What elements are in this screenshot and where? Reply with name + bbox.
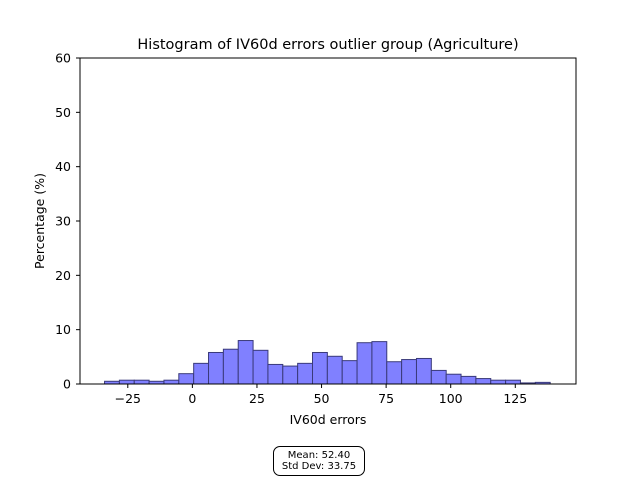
y-tick-label: 30	[55, 214, 71, 229]
histogram-bar	[341, 360, 358, 385]
y-tick-label: 50	[55, 105, 71, 120]
x-tick-label: 125	[503, 391, 527, 406]
histogram-bar	[430, 369, 447, 385]
plot-frame	[79, 57, 577, 385]
histogram-bar	[386, 361, 403, 385]
histogram-bars	[104, 340, 551, 385]
y-tick-label: 0	[63, 377, 71, 392]
y-tick-label: 10	[55, 322, 71, 337]
mean-label: Mean: 52.40	[287, 450, 351, 461]
histogram-bar	[267, 363, 284, 385]
histogram-bar	[252, 349, 269, 385]
y-axis-ticks: 0 10 20 30 40 50 60	[55, 51, 80, 392]
histogram-bar	[460, 375, 477, 385]
histogram-bar	[490, 379, 507, 385]
histogram-bar	[297, 362, 314, 385]
x-tick-label: 25	[249, 391, 265, 406]
histogram-bar	[178, 373, 195, 385]
y-tick-label: 40	[55, 159, 71, 174]
histogram-bar	[415, 357, 432, 385]
stats-annotation-box: Mean: 52.40 Std Dev: 33.75	[273, 446, 365, 476]
histogram-bar	[118, 379, 135, 385]
histogram-bar	[133, 379, 150, 385]
x-tick-label: 0	[188, 391, 196, 406]
histogram-bar	[326, 355, 343, 385]
x-tick-label: 50	[314, 391, 330, 406]
histogram-bar	[401, 359, 417, 385]
x-tick-label: 75	[378, 391, 394, 406]
histogram-bar	[237, 340, 254, 385]
x-tick-label: 100	[439, 391, 463, 406]
histogram-bar	[312, 351, 328, 385]
histogram-bar	[445, 373, 462, 385]
x-axis-label: IV60d errors	[290, 412, 367, 427]
histogram-bar	[505, 379, 521, 385]
histogram-bar	[356, 342, 373, 385]
histogram-bar	[163, 379, 180, 385]
std-dev-label: Std Dev: 33.75	[281, 461, 357, 472]
y-tick-label: 20	[55, 268, 71, 283]
x-axis-ticks: −25 0 25 50 75 100 125	[115, 384, 527, 406]
x-tick-label: −25	[115, 391, 141, 406]
histogram-bar	[222, 348, 239, 385]
histogram-bar	[208, 351, 224, 385]
histogram-bar	[282, 365, 299, 385]
y-axis-label: Percentage (%)	[32, 173, 47, 269]
histogram-bar	[193, 362, 210, 385]
histogram-bar	[475, 378, 492, 385]
histogram-bar	[371, 341, 388, 385]
y-tick-label: 60	[55, 51, 71, 66]
chart-title: Histogram of IV60d errors outlier group …	[137, 37, 518, 53]
